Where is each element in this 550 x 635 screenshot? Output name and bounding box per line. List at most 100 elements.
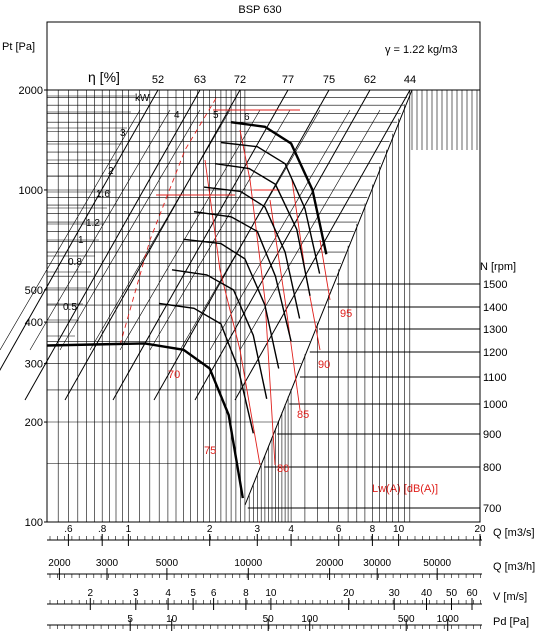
efficiency-line	[234, 89, 411, 401]
sound-level-curve	[119, 94, 219, 346]
power-value-label: 1.6	[96, 189, 110, 200]
axis-tick-label: 30000	[363, 558, 391, 569]
speed-curve-1200	[203, 186, 301, 319]
axis-tick-label: 2	[207, 524, 213, 535]
system-line	[209, 109, 351, 351]
axis-tick-label: 10000	[234, 558, 262, 569]
sound-level-value: 85	[297, 409, 309, 421]
axis-tick-label: 4	[165, 588, 171, 599]
speed-tick-label: 1300	[483, 324, 507, 336]
sound-level-curve	[319, 239, 331, 301]
axis-tick-label: 20	[343, 588, 355, 599]
efficiency-value: 62	[364, 74, 376, 86]
grid-lines	[46, 89, 480, 523]
axis-tick-label: 1	[126, 524, 132, 535]
chart-title: BSP 630	[238, 4, 281, 16]
axis-tick-label: 50000	[423, 558, 451, 569]
system-line	[89, 109, 231, 351]
sound-level-curve	[269, 199, 301, 411]
efficiency-label: η [%]	[88, 69, 120, 85]
axis-tick-label: 6	[336, 524, 342, 535]
speed-curve-800	[159, 302, 254, 434]
system-line	[179, 109, 321, 351]
system-line	[149, 109, 291, 351]
axis-tick-label: 40	[421, 588, 433, 599]
axis-tick-label: 4	[288, 524, 294, 535]
axis-tick-label: 30	[389, 588, 401, 599]
power-value-label: 0.8	[68, 257, 82, 268]
axis-tick-label: .8	[98, 524, 107, 535]
sound-level-lines	[119, 94, 331, 466]
bottom-axis-label: Q [m3/h]	[493, 561, 535, 573]
sound-level-value: 75	[204, 445, 216, 457]
sound-level-value: 70	[168, 369, 180, 381]
axis-tick-label: 2000	[48, 558, 71, 569]
power-value-label: 2	[108, 166, 114, 177]
bottom-axis-label: Q [m3/s]	[493, 527, 535, 539]
power-unit-label: kW	[135, 93, 150, 104]
speed-tick-label: 1200	[483, 347, 507, 359]
axis-tick-label: 60	[466, 588, 478, 599]
speed-curves	[46, 121, 328, 499]
plot-frame	[46, 21, 481, 523]
axis-tick-label: 20000	[316, 558, 344, 569]
efficiency-value: 75	[323, 74, 335, 86]
power-value-label: 3	[120, 128, 126, 139]
axis-tick-label: 5000	[156, 558, 179, 569]
axis-tick-label: 10	[393, 524, 405, 535]
speed-curve-900	[171, 269, 268, 399]
speed-curve-700	[46, 342, 244, 499]
speed-axis-label: N [rpm]	[480, 261, 516, 273]
speed-curve-1500	[230, 121, 328, 255]
axis-tick-label: 10	[265, 588, 277, 599]
sound-level-curve	[239, 129, 276, 466]
system-line	[0, 109, 141, 351]
axis-tick-label: 50	[446, 588, 458, 599]
power-value-label: 5	[213, 110, 219, 121]
y-tick-label: 400	[25, 317, 43, 329]
axis-tick-label: 8	[243, 588, 249, 599]
speed-curve-1100	[193, 211, 292, 342]
axis-tick-label: 5	[190, 588, 196, 599]
axis-tick-label: 3	[133, 588, 139, 599]
bottom-axis-label: Pd [Pa]	[493, 616, 529, 628]
system-line	[59, 109, 201, 351]
speed-tick-label: 900	[483, 429, 501, 441]
efficiency-line	[112, 89, 289, 401]
speed-tick-label: 1400	[483, 302, 507, 314]
sound-level-value: 80	[277, 463, 289, 475]
power-value-label: 1	[78, 235, 84, 246]
speed-tick-label: 1000	[483, 399, 507, 411]
efficiency-lines	[0, 89, 411, 401]
efficiency-value: 77	[282, 74, 294, 86]
y-tick-label: 2000	[19, 85, 43, 97]
speed-curve-1000	[183, 238, 280, 369]
sound-level-curve	[204, 159, 261, 466]
sound-level-value: 95	[340, 308, 352, 320]
density-label: γ = 1.22 kg/m3	[385, 44, 457, 56]
efficiency-value: 52	[152, 74, 164, 86]
efficiency-line	[0, 89, 159, 371]
axis-tick-label: 2	[88, 588, 94, 599]
axis-tick-label: 500	[398, 614, 415, 625]
y-tick-label: 300	[25, 359, 43, 371]
sound-level-value: 90	[318, 359, 330, 371]
speed-curve-1400	[220, 141, 321, 274]
speed-tick-label: 1500	[483, 279, 507, 291]
bottom-axes: .6 .8 1 2 3 4 6 8 10 20 Q [m3/s] 2000 3000 5000 10000 2…	[47, 524, 535, 631]
power-value-label: 0.5	[63, 302, 77, 313]
efficiency-value: 72	[234, 74, 246, 86]
power-value-label: 4	[174, 110, 180, 121]
efficiency-value: 63	[194, 74, 206, 86]
bottom-axis-label: V [m/s]	[493, 591, 527, 603]
y-axis-label: Pt [Pa]	[2, 41, 35, 53]
efficiency-line	[64, 89, 241, 401]
speed-tick-label: 1100	[483, 372, 507, 384]
axis-tick-label: .6	[64, 524, 73, 535]
efficiency-value: 44	[404, 74, 416, 86]
speed-tick-label: 800	[483, 462, 501, 474]
y-tick-label: 1000	[19, 185, 43, 197]
axis-tick-label: 10	[166, 614, 178, 625]
